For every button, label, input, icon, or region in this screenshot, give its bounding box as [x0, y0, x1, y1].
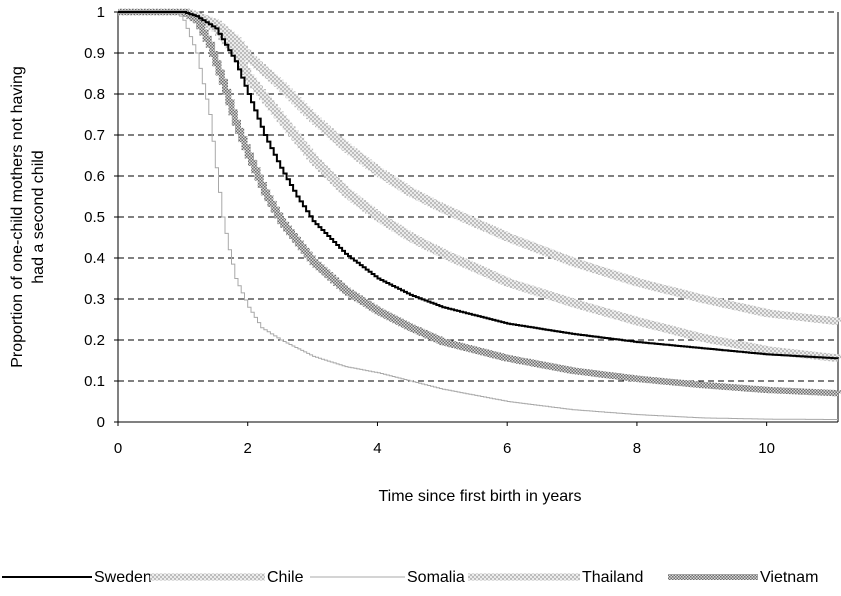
- legend: Sweden Chile Somalia Thailand Vietnam: [2, 569, 818, 586]
- series-line-chile: [118, 8, 841, 362]
- y-tick-label: 0: [97, 414, 105, 431]
- x-axis-title: Time since first birth in years: [378, 488, 581, 505]
- y-tick-label: 1: [97, 4, 105, 21]
- legend-item-somalia: Somalia: [310, 569, 465, 586]
- x-tick-label: 4: [373, 440, 381, 457]
- y-tick-label: 0.9: [84, 45, 105, 62]
- legend-label: Vietnam: [760, 569, 818, 586]
- y-tick-label: 0.2: [84, 332, 105, 349]
- series-line-sweden: [118, 11, 839, 360]
- series-layer: [118, 8, 841, 420]
- gridlines: [118, 11, 838, 382]
- y-tick-label: 0.3: [84, 291, 105, 308]
- x-tick-label: 2: [244, 440, 252, 457]
- legend-label: Thailand: [582, 569, 643, 586]
- legend-label: Chile: [267, 569, 304, 586]
- y-tick-labels: 0 0.1 0.2 0.3 0.4 0.5 0.6 0.7 0.8 0.9 1: [84, 4, 105, 431]
- legend-label: Sweden: [94, 569, 152, 586]
- y-axis-title-line-1: Proportion of one-child mothers not havi…: [9, 66, 26, 368]
- legend-item-thailand: Thailand: [468, 569, 643, 586]
- series-line-vietnam: [118, 9, 841, 397]
- x-tick-label: 10: [758, 440, 775, 457]
- axes: [114, 11, 839, 426]
- legend-label: Somalia: [407, 569, 465, 586]
- legend-item-vietnam: Vietnam: [668, 569, 818, 586]
- y-tick-label: 0.8: [84, 86, 105, 103]
- y-tick-label: 0.5: [84, 209, 105, 226]
- legend-item-sweden: Sweden: [2, 569, 152, 586]
- y-tick-label: 0.6: [84, 168, 105, 185]
- y-tick-label: 0.4: [84, 250, 105, 267]
- series-line-somalia: [118, 11, 838, 420]
- series-line-thailand: [118, 8, 841, 325]
- y-tick-label: 0.7: [84, 127, 105, 144]
- x-tick-label: 6: [503, 440, 511, 457]
- y-axis-title-line-2: had a second child: [30, 150, 47, 283]
- x-tick-labels: 0 2 4 6 8 10: [114, 440, 775, 457]
- y-tick-label: 0.1: [84, 373, 105, 390]
- y-axis-title: Proportion of one-child mothers not havi…: [9, 66, 47, 368]
- legend-item-chile: Chile: [150, 569, 304, 586]
- x-tick-label: 8: [633, 440, 641, 457]
- x-tick-label: 0: [114, 440, 122, 457]
